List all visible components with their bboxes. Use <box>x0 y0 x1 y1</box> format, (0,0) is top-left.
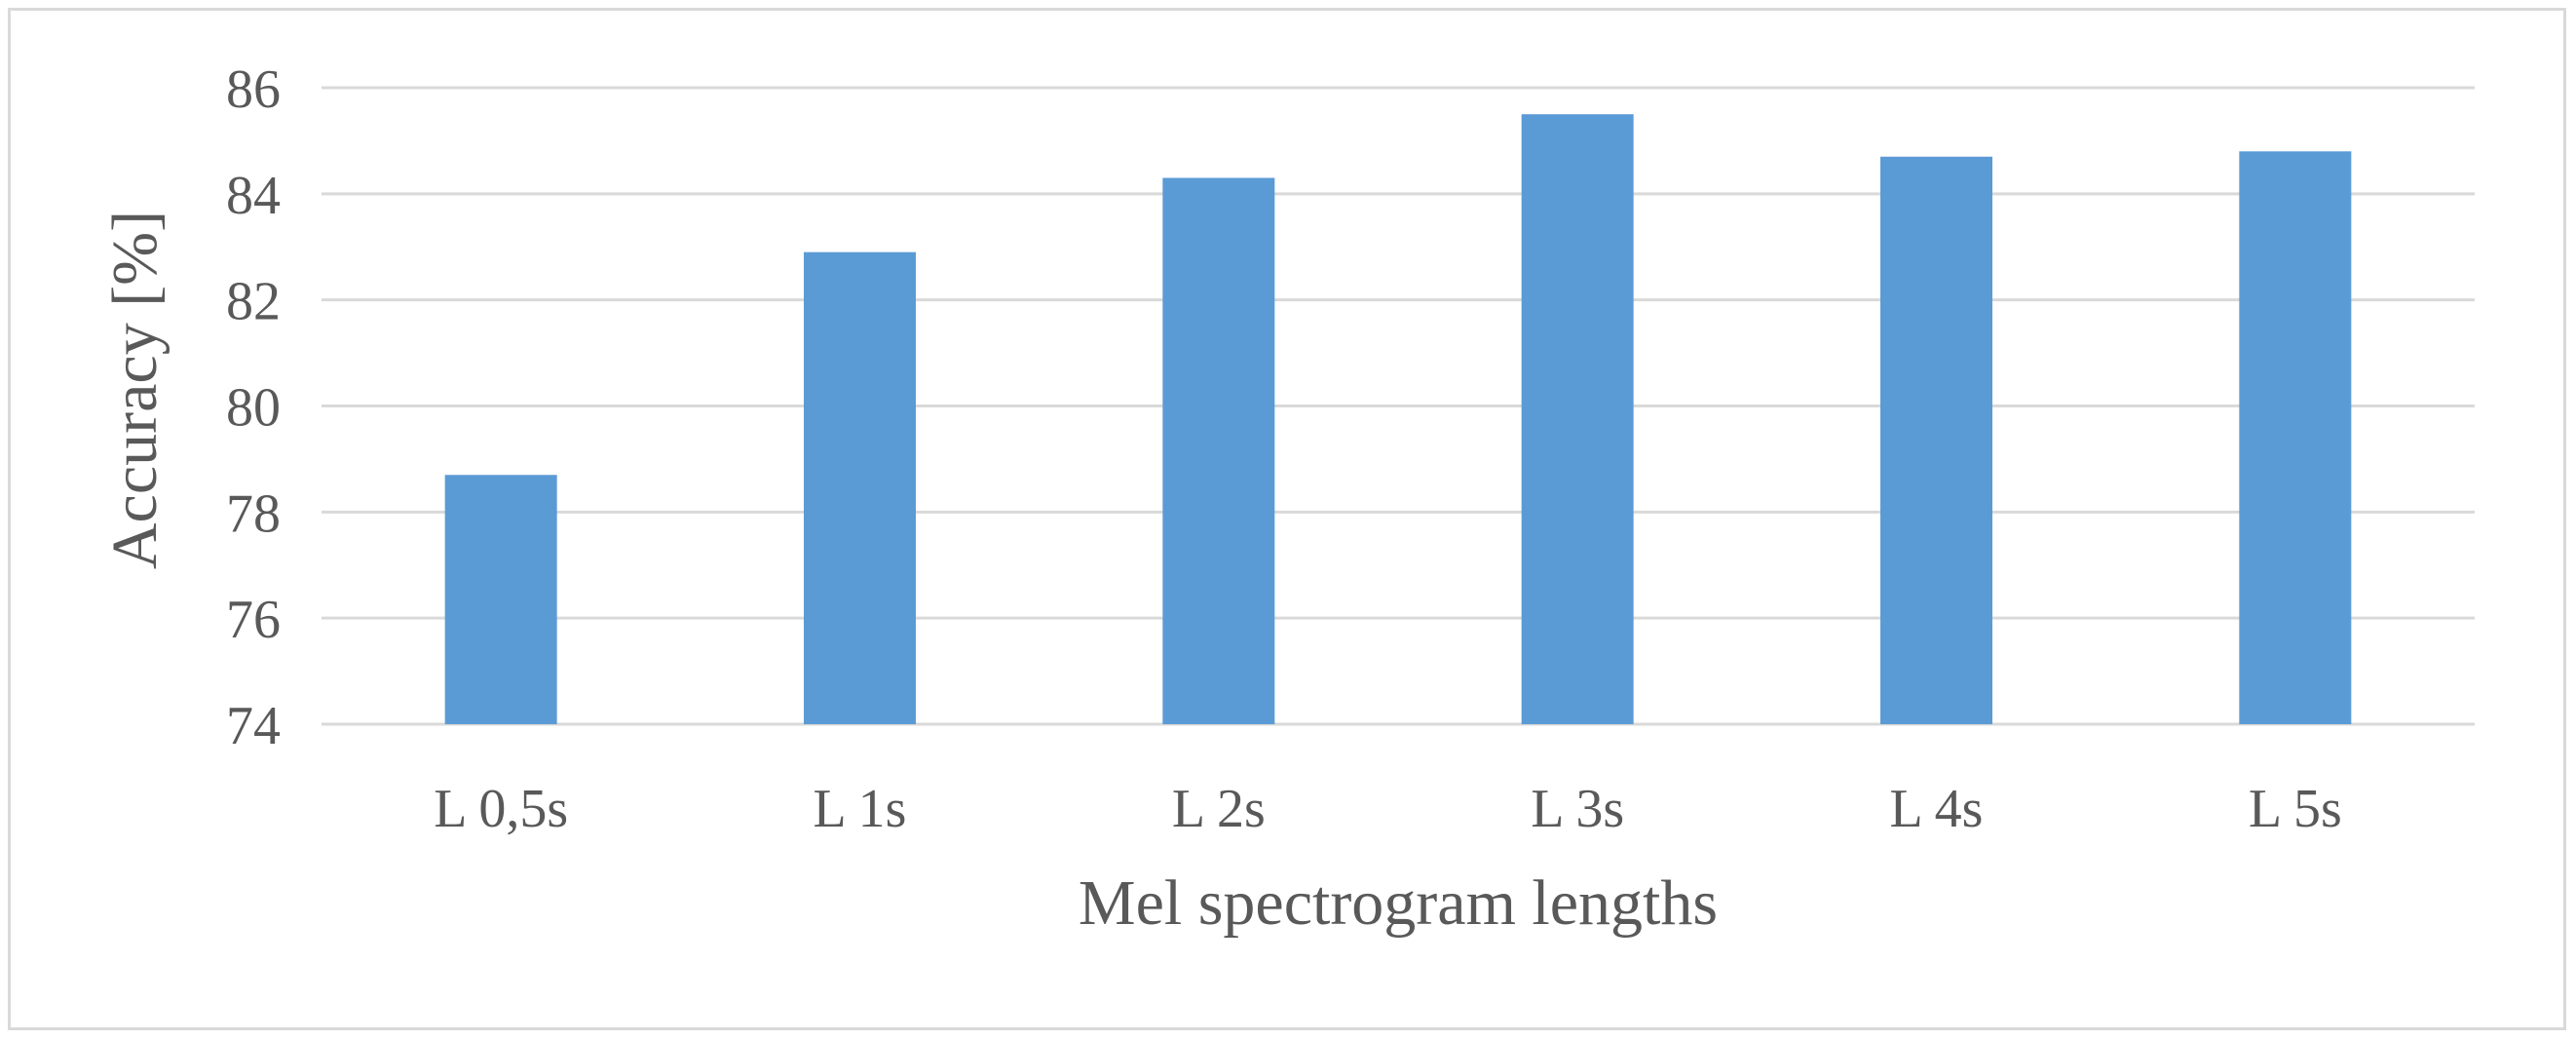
bar-2 <box>804 251 916 724</box>
y-tick-label: 74 <box>226 696 281 756</box>
x-axis-title: Mel spectrogram lengths <box>1079 867 1718 939</box>
x-tick-label: L 2s <box>1172 779 1266 839</box>
x-tick-label: L 3s <box>1531 779 1624 839</box>
x-tick-label: L 1s <box>814 779 907 839</box>
bar-1 <box>444 475 557 724</box>
y-tick-label: 78 <box>226 483 281 544</box>
x-tick-label: L 5s <box>2249 779 2342 839</box>
bar-6 <box>2239 151 2352 725</box>
y-tick-label: 80 <box>226 378 281 439</box>
bar-3 <box>1162 177 1275 725</box>
y-tick-label: 84 <box>226 166 281 226</box>
bar-5 <box>1880 156 1992 724</box>
chart-frame <box>8 8 2566 1030</box>
y-axis-title: Accuracy [%] <box>99 211 170 569</box>
y-tick-label: 86 <box>226 59 281 120</box>
x-tick-label: L 4s <box>1890 779 1984 839</box>
y-tick-label: 76 <box>226 590 281 650</box>
x-tick-label: L 0,5s <box>434 779 568 839</box>
x-axis-tick-labels: L 0,5s L 1s L 2s L 3s L 4s L 5s <box>434 779 2342 839</box>
y-axis-tick-labels: 74 76 78 80 82 84 86 <box>226 59 281 756</box>
gridlines <box>322 86 2475 726</box>
bars <box>444 114 2352 725</box>
y-tick-label: 82 <box>226 272 281 332</box>
bar-4 <box>1521 114 1634 725</box>
